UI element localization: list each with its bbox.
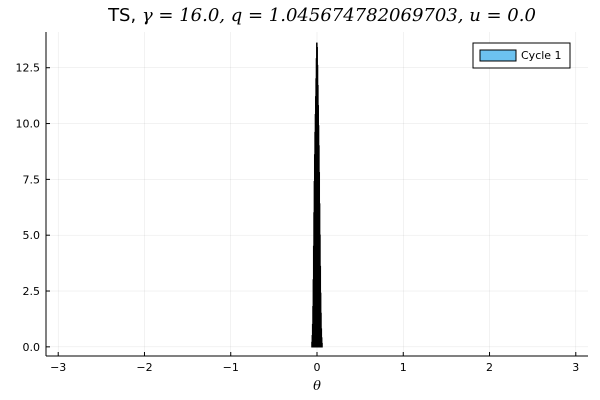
x-tick-label: 2 [486,361,493,374]
axes [45,32,588,357]
legend-swatch [479,49,517,62]
x-tick-labels: −3 −2 −1 0 1 2 3 [50,361,579,374]
x-tick-label: 1 [400,361,407,374]
legend-label: Cycle 1 [521,49,562,62]
y-tick-label: 5.0 [23,229,41,242]
x-axis-label: θ [313,379,321,394]
x-tick-label: −3 [50,361,66,374]
chart-title-params: γ = 16.0, q = 1.045674782069703, [142,5,464,26]
histogram-bars [311,42,323,348]
y-tick-label: 7.5 [23,173,41,186]
chart-title-u: u = 0.0 [463,5,535,26]
x-tick-label: 0 [314,361,321,374]
y-tick-label: 2.5 [23,285,41,298]
y-tick-labels: 0.0 2.5 5.0 7.5 10.0 12.5 [16,62,41,354]
legend: Cycle 1 [472,42,571,69]
y-tick-label: 12.5 [16,62,41,75]
chart-title: TS, γ = 16.0, q = 1.045674782069703, u =… [107,5,536,26]
x-tick-label: −1 [223,361,239,374]
x-tick-label: −2 [136,361,152,374]
chart-title-prefix: TS, [107,5,142,26]
y-tick-label: 0.0 [23,341,41,354]
x-tick-label: 3 [572,361,579,374]
y-tick-label: 10.0 [16,118,41,131]
